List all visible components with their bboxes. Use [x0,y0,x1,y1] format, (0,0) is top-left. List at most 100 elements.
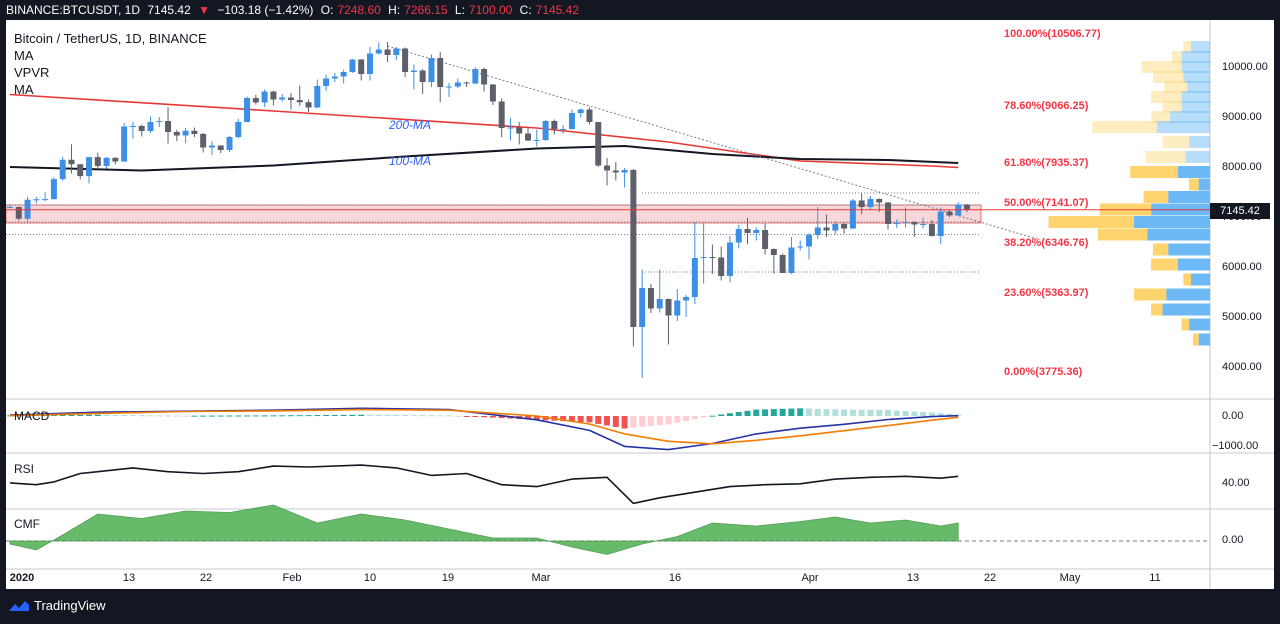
candle-body [516,127,523,134]
fib-level-label: 78.60%(9066.25) [1004,100,1089,112]
candle-body [525,133,532,141]
chart-legend: Bitcoin / TetherUS, 1D, BINANCE MA VPVR … [14,30,207,98]
time-tick-label: May [1059,572,1081,584]
volume-profile-down-bar [1151,303,1163,316]
macd-histogram-bar [674,416,681,423]
macd-histogram-bar [296,415,303,417]
candle-body [489,84,496,102]
macd-histogram-bar [726,413,733,416]
open-label: O: [320,3,334,17]
candle-body [165,121,172,132]
macd-pane-label[interactable]: MACD [14,409,50,423]
volume-profile-down-bar [1130,166,1178,178]
macd-histogram-bar [393,414,400,416]
candle-body [217,145,224,150]
macd-histogram-bar [858,409,865,416]
candle-body [920,224,927,225]
macd-histogram-bar [577,416,584,422]
macd-histogram-bar [287,415,294,417]
candle-body [507,127,514,129]
macd-histogram-bar [446,415,452,417]
fib-level-label: 50.00%(7141.07) [1004,197,1089,209]
candle-body [937,211,944,236]
legend-ma-2[interactable]: MA [14,82,34,97]
candle-body [50,179,57,200]
candle-body [419,70,426,82]
candle-body [384,49,391,55]
macd-histogram-bar [911,411,918,416]
candle-body [911,222,918,225]
macd-histogram-bar [498,416,505,419]
macd-histogram-bar [718,414,725,416]
candle-body [770,249,777,255]
volume-profile-up-bar [1170,111,1210,123]
macd-histogram-bar [788,408,795,416]
legend-title[interactable]: Bitcoin / TetherUS, 1D, BINANCE [14,31,207,46]
volume-profile-up-bar [1181,91,1210,103]
macd-histogram-bar [647,416,654,426]
volume-profile-up-bar [1189,136,1210,148]
candle-body [726,242,733,276]
chart-svg[interactable] [6,20,1274,589]
macd-histogram-bar [323,414,330,416]
close-label: C: [519,3,532,17]
rsi-line [9,464,959,505]
macd-histogram-bar [358,414,365,416]
macd-histogram-bar [937,413,944,416]
last-price: 7145.42 [147,3,191,17]
macd-histogram-bar [876,409,883,416]
volume-profile-down-bar [1145,151,1186,163]
macd-histogram-bar [709,415,716,417]
volume-profile-down-bar [1141,61,1182,73]
macd-histogram-bar [217,415,224,417]
rsi-pane-label[interactable]: RSI [14,462,35,476]
candle-body [744,229,751,233]
high-label: H: [388,3,401,17]
legend-ma[interactable]: MA [14,48,34,63]
macd-histogram-bar [753,409,760,416]
time-tick-label: 22 [199,572,213,584]
cmf-pane-label[interactable]: CMF [14,517,40,531]
volume-profile-down-bar [1092,121,1157,133]
macd-histogram-bar [437,415,444,417]
macd-histogram-bar [656,416,663,426]
macd-signal-line [9,408,959,445]
macd-histogram-bar [797,408,804,416]
macd-histogram-bar [252,415,259,417]
macd-histogram-bar [165,415,172,417]
legend-vpvr[interactable]: VPVR [14,65,50,80]
time-tick-label: 13 [122,572,136,584]
candle-body [59,159,66,180]
volume-profile-down-bar [1153,243,1169,256]
macd-histogram-bar [200,415,207,417]
symbol-label[interactable]: BINANCE:BTCUSDT, 1D [6,3,141,17]
macd-histogram-bar [428,415,435,417]
macd-histogram-bar [568,416,575,422]
candle-body [858,200,865,207]
volume-profile-down-bar [1172,51,1182,63]
footer-brand[interactable]: TradingView [8,598,106,613]
macd-histogram-bar [454,415,461,417]
price-tick-label: 10000.00 [1222,61,1268,73]
ma100-line [9,145,959,172]
macd-histogram-bar [525,416,532,420]
candle-body [103,157,110,166]
macd-histogram-bar [920,411,927,416]
macd-histogram-bar [849,409,856,416]
macd-histogram-bar [384,414,391,416]
volume-profile-up-bar [1177,166,1210,178]
candle-body [287,97,294,100]
candle-body [252,98,259,103]
macd-histogram-bar [841,409,848,416]
candle-body [639,288,646,327]
chart-area[interactable] [6,20,1274,589]
macd-histogram-bar [182,415,189,417]
trendline [387,45,1038,240]
time-tick-label: Apr [801,572,819,584]
candle-body [849,200,856,229]
candle-body [586,109,593,122]
fib-level-label: 100.00%(10506.77) [1004,28,1101,40]
volume-profile-down-bar [1151,258,1178,271]
volume-profile-down-bar [1151,111,1171,123]
volume-profile-down-bar [1153,71,1184,83]
